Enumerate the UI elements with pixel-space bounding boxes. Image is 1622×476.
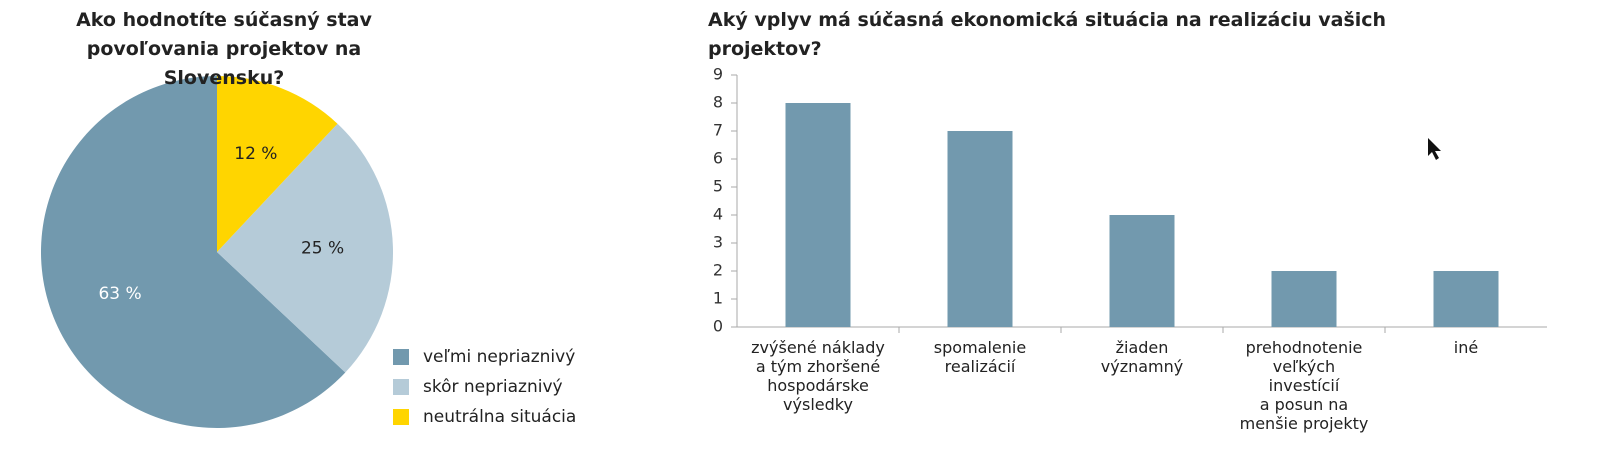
pie-title: Ako hodnotíte súčasný stav povoľovania p… — [76, 9, 372, 89]
x-tick-label: spomalenie realizácií — [933, 338, 1027, 376]
slice-label: 63 % — [98, 284, 141, 304]
slice-label: 25 % — [301, 239, 344, 259]
pie-slice — [217, 76, 338, 252]
y-tick-label: 6 — [713, 149, 723, 168]
bar-title: Aký vplyv má súčasná ekonomická situácia… — [708, 9, 1387, 60]
legend-label: skôr nepriaznivý — [423, 377, 563, 397]
bar — [785, 103, 851, 327]
bar — [947, 131, 1013, 327]
y-tick-label: 4 — [713, 205, 723, 224]
y-tick-label: 1 — [713, 289, 723, 308]
legend-swatch — [393, 349, 409, 365]
y-tick-label: 9 — [713, 65, 723, 84]
x-tick-label: prehodnotenie veľkých investícií a posun… — [1239, 338, 1369, 433]
y-tick-label: 8 — [713, 93, 723, 112]
legend-swatch — [393, 409, 409, 425]
y-tick-label: 7 — [713, 121, 723, 140]
x-tick-label: zvýšené náklady a tým zhoršené hospodárs… — [751, 338, 885, 414]
y-tick-label: 0 — [713, 317, 723, 336]
pie-slice — [217, 123, 394, 373]
y-tick-label: 3 — [713, 233, 723, 252]
bar — [1109, 215, 1175, 327]
slice-label: 12 % — [234, 144, 277, 164]
legend-label: veľmi nepriaznivý — [423, 347, 575, 367]
bar — [1271, 271, 1337, 327]
legend-swatch — [393, 379, 409, 395]
y-tick-label: 2 — [713, 261, 723, 280]
y-tick-label: 5 — [713, 177, 723, 196]
x-tick-label: žiaden významný — [1100, 338, 1184, 376]
bar — [1433, 271, 1499, 327]
pie-slice — [41, 76, 346, 428]
legend-label: neutrálna situácia — [423, 407, 576, 427]
mouse-cursor — [1428, 138, 1441, 160]
x-tick-label: iné — [1453, 338, 1479, 357]
